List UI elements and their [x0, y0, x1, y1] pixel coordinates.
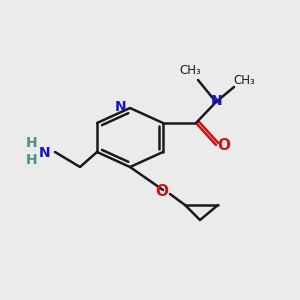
Text: N: N	[115, 100, 127, 114]
Text: N: N	[39, 146, 51, 160]
Text: CH₃: CH₃	[179, 64, 201, 77]
Text: H: H	[26, 153, 38, 167]
Text: N: N	[211, 94, 223, 108]
Text: O: O	[155, 184, 169, 199]
Text: H: H	[26, 136, 38, 150]
Text: O: O	[218, 137, 230, 152]
Text: CH₃: CH₃	[233, 74, 255, 88]
